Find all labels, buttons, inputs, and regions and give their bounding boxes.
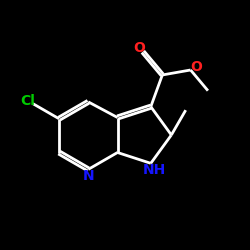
Text: N: N <box>82 169 94 182</box>
Text: O: O <box>190 60 202 74</box>
Text: Cl: Cl <box>20 94 35 108</box>
Text: NH: NH <box>143 162 166 176</box>
Text: O: O <box>133 41 145 55</box>
